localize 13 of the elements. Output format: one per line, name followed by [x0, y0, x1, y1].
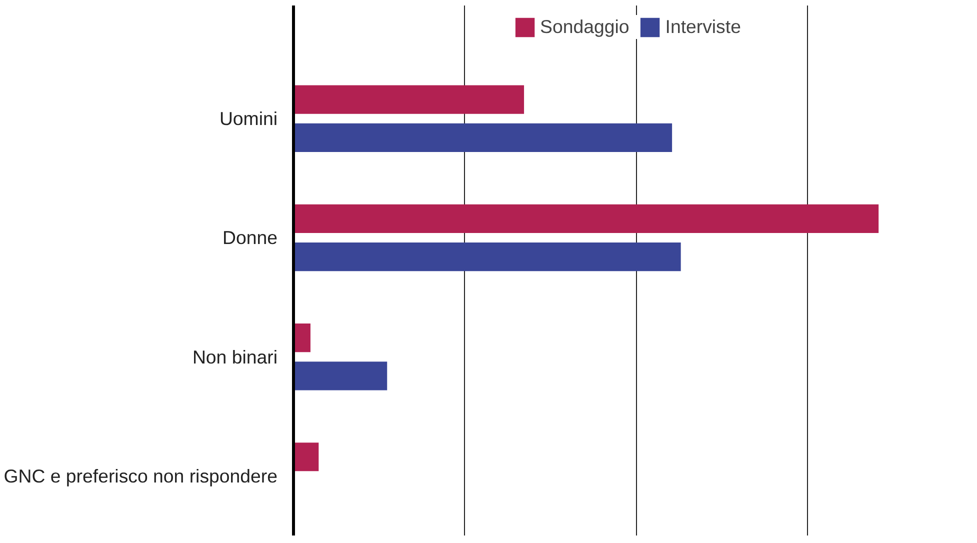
bar [294, 242, 681, 272]
bar [294, 362, 388, 390]
bar [294, 123, 672, 152]
bar [294, 324, 310, 352]
y-tick-label: Donne [222, 227, 278, 248]
y-tick-label: Uomini [219, 108, 278, 130]
legend-label: Interviste [665, 16, 741, 38]
bar [294, 85, 524, 114]
y-tick-label: Non binari [192, 346, 278, 368]
legend-label: Sondaggio [540, 16, 630, 38]
y-tick-label: GNC e preferisco non rispondere [4, 465, 278, 486]
bar [294, 204, 879, 233]
bar [294, 442, 319, 472]
